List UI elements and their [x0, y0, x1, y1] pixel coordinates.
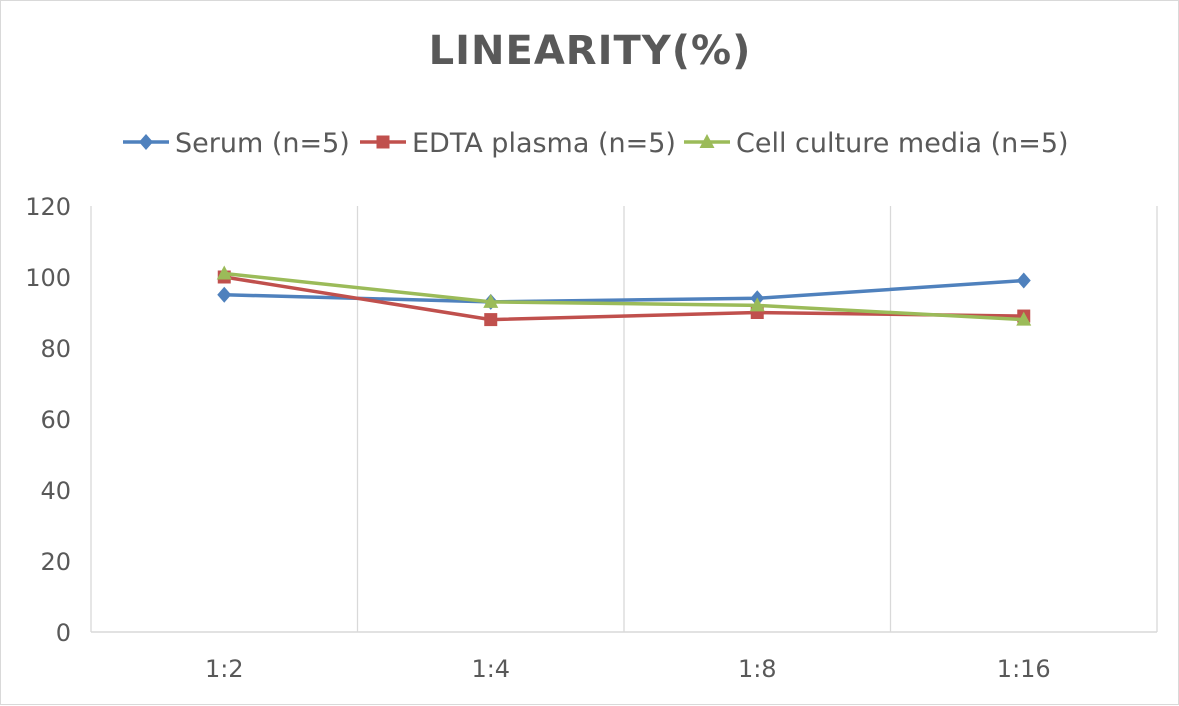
legend-label: EDTA plasma (n=5) — [412, 128, 676, 159]
triangle-marker — [1016, 311, 1032, 326]
series — [216, 265, 1032, 327]
triangle-marker — [216, 265, 232, 280]
x-tick-label: 1:8 — [738, 655, 777, 683]
legend-label: Cell culture media (n=5) — [736, 128, 1069, 159]
series-triangle — [216, 265, 1032, 326]
series-line — [224, 271, 1024, 322]
x-tick-label: 1:4 — [471, 655, 510, 683]
triangle-marker — [699, 134, 715, 148]
y-tick-label: 0 — [56, 619, 71, 647]
y-tick-label: 20 — [40, 548, 71, 576]
gridlines — [90, 206, 1158, 632]
legend-item: EDTA plasma (n=5) — [360, 128, 676, 159]
square-marker — [376, 135, 390, 149]
y-tick-label: 60 — [40, 406, 71, 434]
y-tick-label: 100 — [25, 264, 71, 292]
series-line — [223, 275, 1024, 322]
y-tick-label: 40 — [40, 477, 71, 505]
triangle-marker — [483, 293, 499, 308]
legend-item: Cell culture media (n=5) — [684, 128, 1069, 159]
chart-title: LINEARITY(%) — [429, 28, 752, 74]
x-tick-label: 1:2 — [205, 655, 244, 683]
legend: Serum (n=5) EDTA plasma (n=5) Cell culture… — [123, 128, 1069, 159]
square-marker — [484, 313, 498, 327]
x-tick-label: 1:16 — [997, 655, 1051, 683]
diamond-marker — [217, 286, 232, 303]
diamond-marker — [1016, 272, 1031, 289]
legend-item: Serum (n=5) — [123, 128, 350, 159]
y-tick-label: 80 — [40, 335, 71, 363]
legend-label: Serum (n=5) — [175, 128, 350, 159]
diamond-marker — [139, 134, 153, 150]
triangle-marker — [749, 297, 765, 312]
axes: 0 20 40 60 80 100 120 1:2 1:4 1:8 1:16 — [25, 193, 1157, 683]
y-tick-label: 120 — [25, 193, 71, 221]
